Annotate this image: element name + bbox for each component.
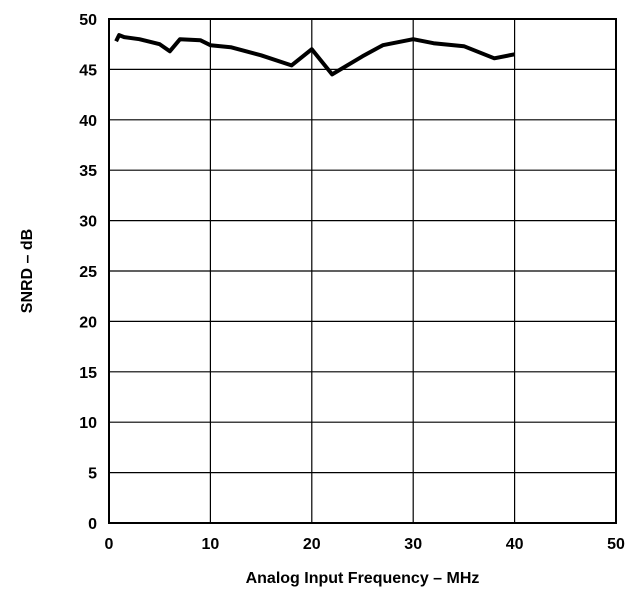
y-tick-label-5: 25 [79,264,97,281]
x-tick-label-4: 40 [506,536,524,553]
series-line-0 [114,33,515,77]
y-tick-labels: 0 5 10 15 20 25 30 35 40 45 50 [79,12,97,533]
y-tick-label-7: 35 [79,163,97,180]
x-tick-label-5: 50 [607,536,625,553]
grid-lines [109,19,616,523]
x-tick-label-3: 30 [404,536,422,553]
x-tick-label-1: 10 [202,536,220,553]
y-tick-label-6: 30 [79,214,97,231]
x-axis-title: Analog Input Frequency – MHz [246,570,480,587]
y-tick-label-3: 15 [79,365,97,382]
y-tick-label-4: 20 [79,314,97,331]
y-tick-label-1: 5 [88,466,97,483]
x-tick-label-0: 0 [105,536,114,553]
y-tick-label-8: 40 [79,113,97,130]
x-tick-labels: 0 10 20 30 40 50 [105,536,625,553]
y-tick-label-10: 50 [79,12,97,29]
y-tick-label-9: 45 [79,62,97,79]
y-axis-title: SNRD – dB [19,229,36,313]
y-tick-label-2: 10 [79,415,97,432]
x-tick-label-2: 20 [303,536,321,553]
plot-frame [108,18,617,524]
series-group [114,33,515,77]
y-tick-label-0: 0 [88,516,97,533]
